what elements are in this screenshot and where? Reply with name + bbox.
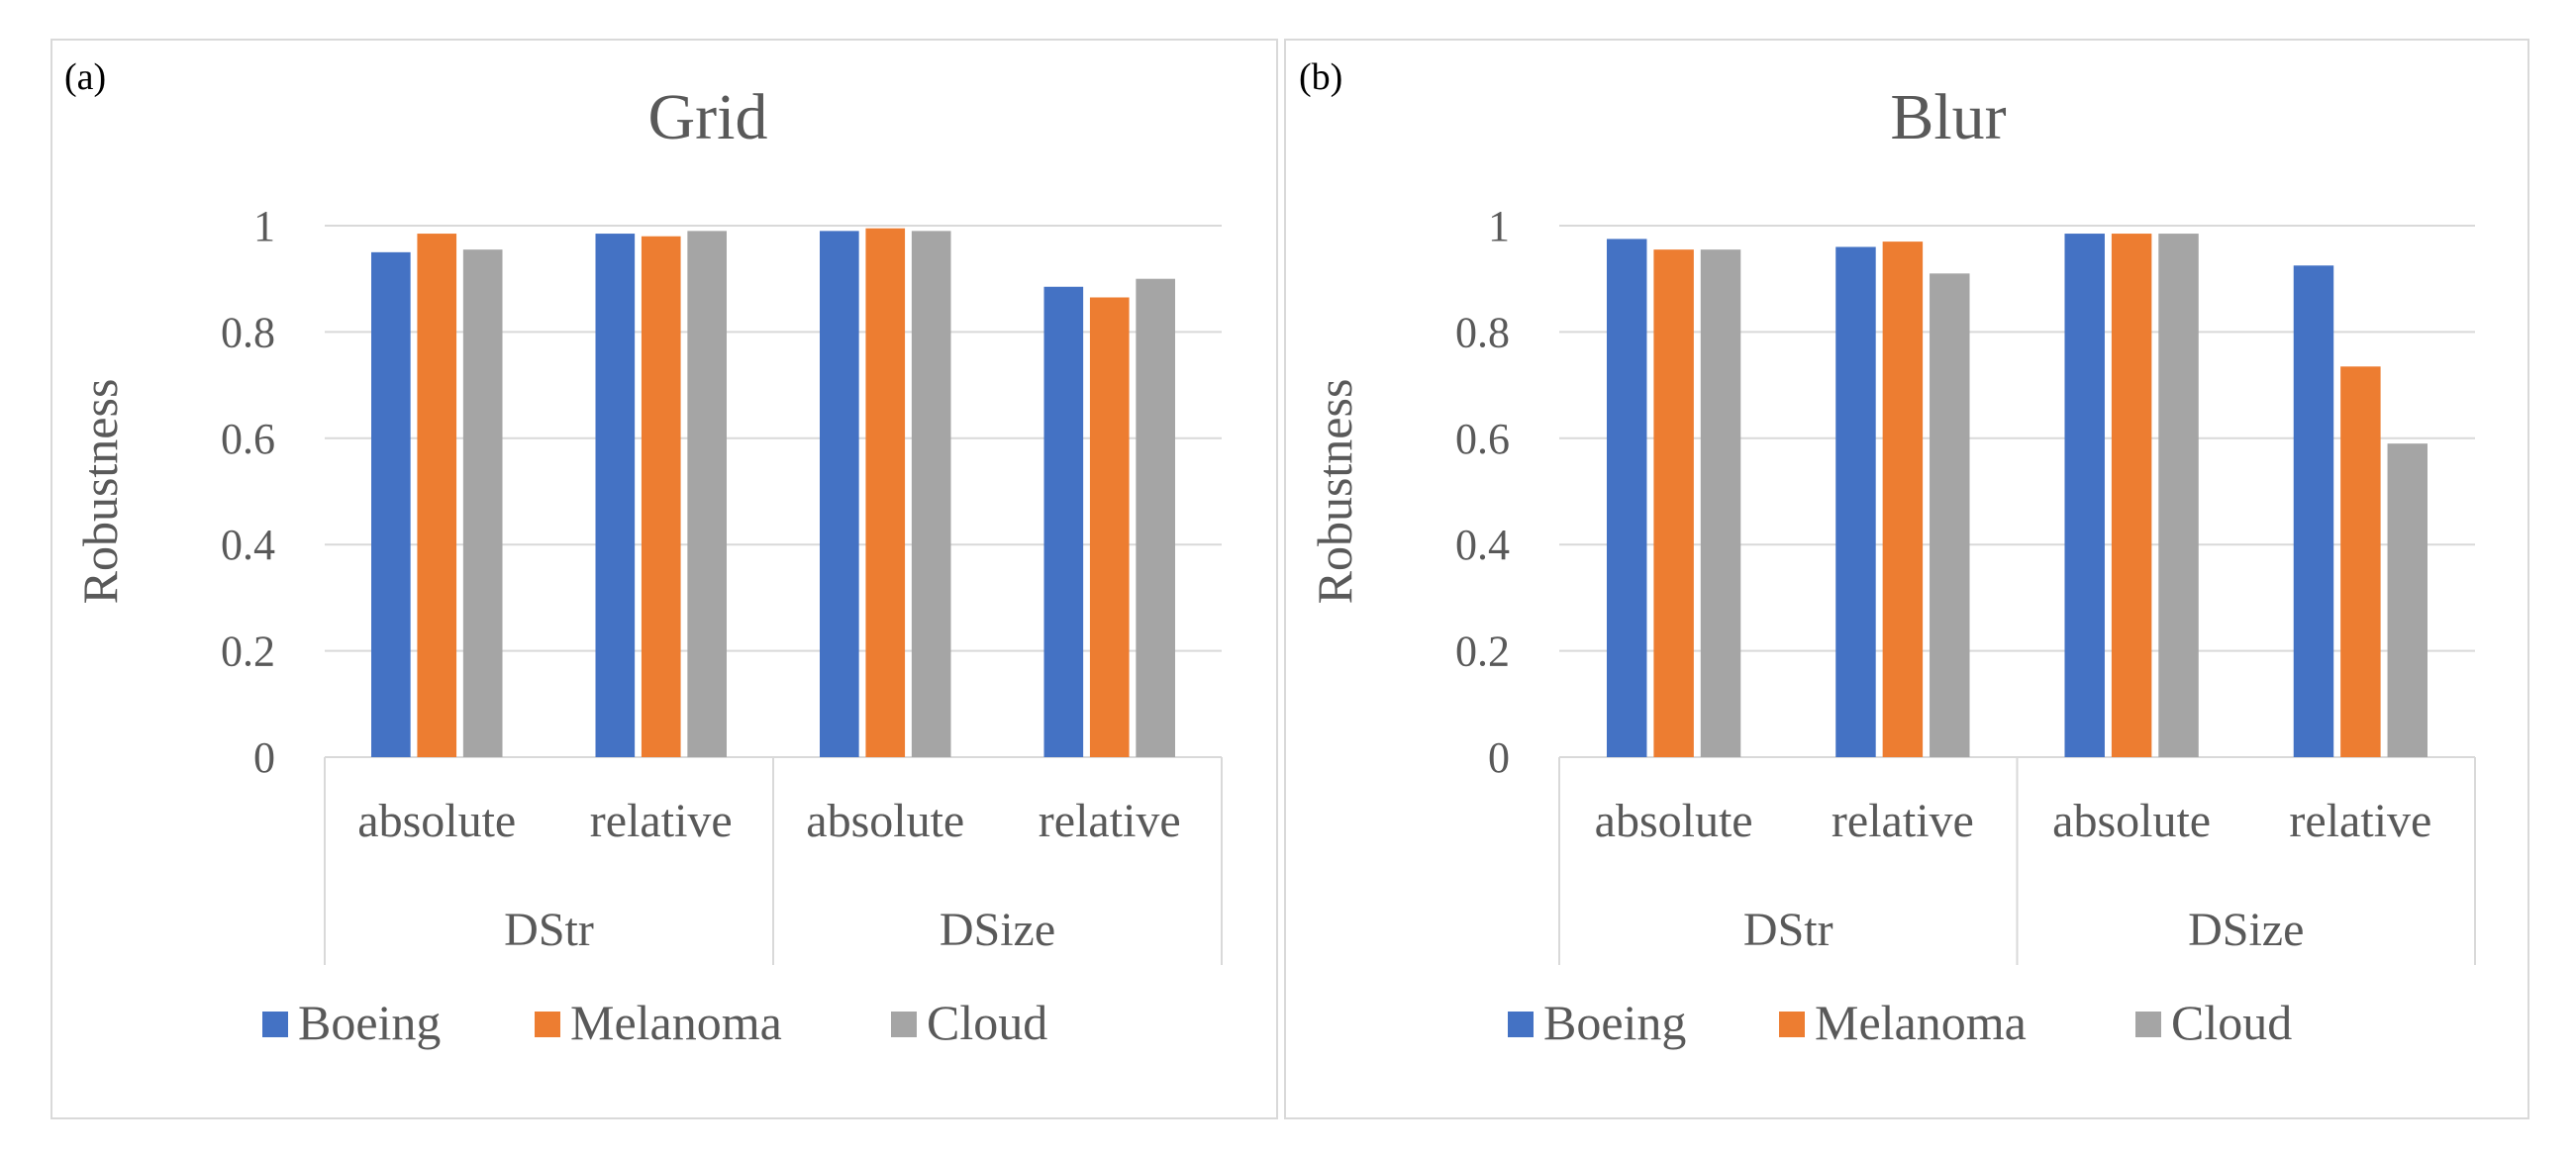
y-tick-label: 0.6 [1455, 415, 1510, 463]
bar-melanoma [417, 234, 457, 757]
bar-boeing [1835, 246, 1876, 758]
legend-swatch-boeing [1508, 1012, 1534, 1037]
bar-boeing [1606, 239, 1647, 758]
bar-melanoma [2111, 234, 2152, 757]
legend-swatch-cloud [2135, 1012, 2161, 1037]
bar-boeing [2064, 234, 2105, 757]
bar-cloud [2387, 443, 2428, 757]
y-tick-label: 0.4 [1455, 521, 1510, 569]
y-tick-label: 0.6 [221, 415, 275, 463]
legend-label: Melanoma [570, 995, 782, 1050]
y-tick-label: 0.8 [221, 308, 275, 356]
category-label: absolute [806, 795, 964, 847]
legend-label: Melanoma [1815, 995, 2027, 1050]
group-label: DStr [1743, 904, 1833, 956]
bar-boeing [2293, 265, 2334, 757]
legend-label: Boeing [1543, 995, 1686, 1050]
bar-cloud [1136, 278, 1176, 757]
legend-swatch-melanoma [1779, 1012, 1805, 1037]
y-axis-label: Robustness [72, 379, 128, 605]
category-label: relative [1039, 795, 1181, 847]
bar-melanoma [1653, 249, 1694, 758]
bar-melanoma [865, 228, 906, 757]
y-tick-label: 0.8 [1455, 308, 1510, 356]
y-tick-label: 0.4 [221, 521, 275, 569]
category-label: relative [1832, 795, 1974, 847]
y-tick-label: 0.2 [1455, 627, 1510, 676]
legend-label: Cloud [927, 995, 1047, 1050]
legend-swatch-melanoma [535, 1012, 560, 1037]
bar-cloud [1700, 249, 1741, 758]
y-tick-label: 0.2 [221, 627, 275, 676]
y-axis-label: Robustness [1307, 379, 1362, 605]
panel-label: (b) [1299, 56, 1342, 98]
y-tick-label: 1 [253, 202, 275, 250]
bar-cloud [1930, 273, 1970, 757]
legend-swatch-cloud [891, 1012, 917, 1037]
bar-cloud [911, 231, 951, 757]
chart-panel-grid: (a) Grid Robustness 0 0.2 0.4 0.6 0.8 1 absolute r… [64, 56, 1223, 1050]
bar-cloud [2158, 234, 2199, 757]
group-label: DSize [940, 904, 1055, 956]
chart-panel-blur: (b) Blur Robustness 0 0.2 0.4 0.6 0.8 1 absolute r… [1299, 56, 2476, 1050]
bar-melanoma [1089, 297, 1130, 757]
bar-cloud [687, 231, 728, 757]
panel-label: (a) [64, 56, 106, 98]
category-label: absolute [2052, 795, 2211, 847]
category-label: relative [590, 795, 733, 847]
legend-swatch-boeing [262, 1012, 288, 1037]
group-label: DStr [504, 904, 594, 956]
chart-title: Grid [648, 81, 768, 153]
bar-cloud [462, 249, 503, 758]
bar-boeing [595, 234, 636, 757]
legend-label: Boeing [298, 995, 441, 1050]
y-tick-label: 0 [1488, 733, 1510, 782]
category-label: absolute [1595, 795, 1753, 847]
category-label: absolute [357, 795, 516, 847]
category-label: relative [2289, 795, 2431, 847]
bar-melanoma [1882, 241, 1924, 758]
bar-boeing [819, 231, 859, 757]
bar-boeing [1043, 286, 1084, 757]
bar-boeing [370, 251, 411, 757]
bar-melanoma [641, 236, 681, 758]
legend-label: Cloud [2171, 995, 2292, 1050]
chart-title: Blur [1890, 81, 2006, 153]
y-tick-label: 0 [253, 733, 275, 782]
bar-melanoma [2340, 366, 2381, 757]
y-tick-label: 1 [1488, 202, 1510, 250]
group-label: DSize [2188, 904, 2304, 956]
